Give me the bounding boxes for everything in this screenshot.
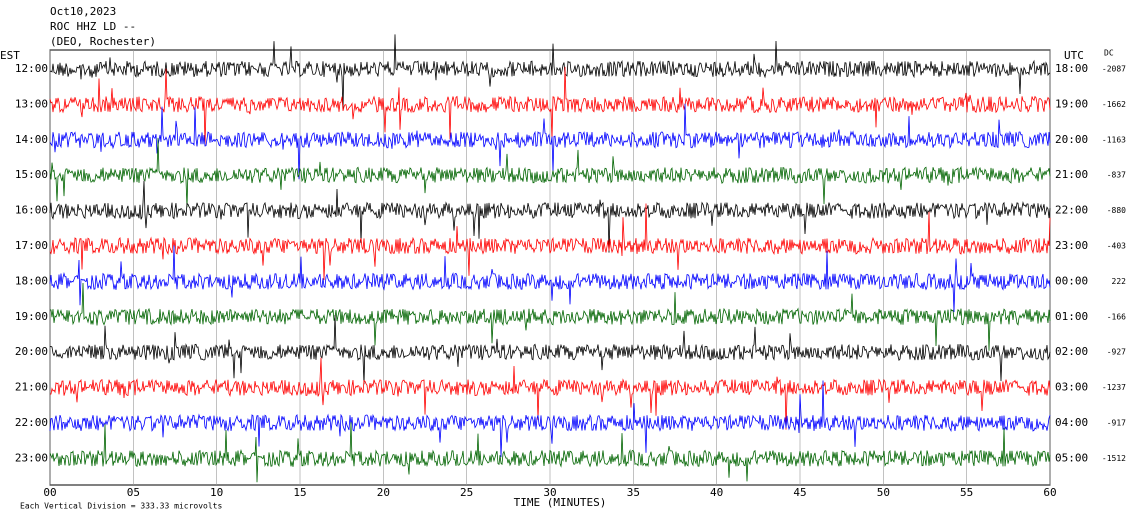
dc-value: -1512 xyxy=(1102,454,1126,463)
header-station: ROC HHZ LD -- xyxy=(50,20,136,33)
left-row-label: 16:00 xyxy=(15,204,48,217)
left-row-label: 20:00 xyxy=(15,345,48,358)
x-tick-label: 15 xyxy=(293,486,306,499)
x-tick-label: 30 xyxy=(543,486,556,499)
left-row-label: 19:00 xyxy=(15,310,48,323)
left-row-label: 22:00 xyxy=(15,416,48,429)
x-tick-label: 35 xyxy=(627,486,640,499)
right-row-label: 00:00 xyxy=(1055,274,1088,287)
right-row-label: 20:00 xyxy=(1055,133,1088,146)
dc-value: 222 xyxy=(1112,277,1127,286)
x-tick-label: 45 xyxy=(793,486,806,499)
left-row-label: 21:00 xyxy=(15,381,48,394)
left-row-label: 17:00 xyxy=(15,239,48,252)
trace xyxy=(49,245,1051,313)
right-row-label: 18:00 xyxy=(1055,62,1088,75)
header-location: (DEO, Rochester) xyxy=(50,35,156,48)
trace xyxy=(49,34,1051,110)
trace xyxy=(49,103,1051,180)
x-tick-label: 00 xyxy=(43,486,56,499)
left-row-label: 15:00 xyxy=(15,168,48,181)
trace xyxy=(49,203,1051,281)
footer: Each Vertical Division = 333.33 microvol… xyxy=(20,502,222,511)
dc-value: -1662 xyxy=(1102,100,1126,109)
x-tick-label: 60 xyxy=(1043,486,1056,499)
dc-value: -927 xyxy=(1107,348,1126,357)
dc-value: -1237 xyxy=(1102,383,1126,392)
right-row-label: 22:00 xyxy=(1055,204,1088,217)
x-tick-label: 25 xyxy=(460,486,473,499)
right-row-label: 02:00 xyxy=(1055,345,1088,358)
right-row-label: 23:00 xyxy=(1055,239,1088,252)
left-row-label: 13:00 xyxy=(15,97,48,110)
x-tick-label: 10 xyxy=(210,486,223,499)
right-axis-label: UTC xyxy=(1064,49,1084,62)
left-axis-label: EST xyxy=(0,49,20,62)
dc-value: -2087 xyxy=(1102,65,1126,74)
x-tick-label: 40 xyxy=(710,486,723,499)
left-row-label: 23:00 xyxy=(15,451,48,464)
right-row-label: 21:00 xyxy=(1055,168,1088,181)
trace xyxy=(49,180,1051,253)
x-tick-label: 20 xyxy=(377,486,390,499)
dc-label: DC xyxy=(1104,49,1114,58)
trace xyxy=(49,357,1051,430)
trace xyxy=(49,137,1051,208)
dc-value: -837 xyxy=(1107,171,1126,180)
right-row-label: 05:00 xyxy=(1055,451,1088,464)
x-tick-label: 05 xyxy=(127,486,140,499)
left-row-label: 18:00 xyxy=(15,274,48,287)
header-date: Oct10,2023 xyxy=(50,5,116,18)
x-tick-label: 50 xyxy=(877,486,890,499)
dc-value: -166 xyxy=(1107,312,1126,321)
left-row-label: 14:00 xyxy=(15,133,48,146)
dc-value: -917 xyxy=(1107,419,1126,428)
right-row-label: 03:00 xyxy=(1055,381,1088,394)
right-row-label: 01:00 xyxy=(1055,310,1088,323)
right-row-label: 04:00 xyxy=(1055,416,1088,429)
dc-value: -403 xyxy=(1107,242,1126,251)
left-row-label: 12:00 xyxy=(15,62,48,75)
trace xyxy=(49,314,1051,385)
trace xyxy=(49,380,1051,458)
x-axis-label: TIME (MINUTES) xyxy=(514,496,607,509)
trace xyxy=(49,282,1051,351)
right-row-label: 19:00 xyxy=(1055,97,1088,110)
trace xyxy=(49,422,1051,483)
traces xyxy=(49,34,1051,483)
trace xyxy=(49,66,1051,146)
dc-value: -880 xyxy=(1107,206,1126,215)
dc-value: -1163 xyxy=(1102,135,1126,144)
x-tick-label: 55 xyxy=(960,486,973,499)
